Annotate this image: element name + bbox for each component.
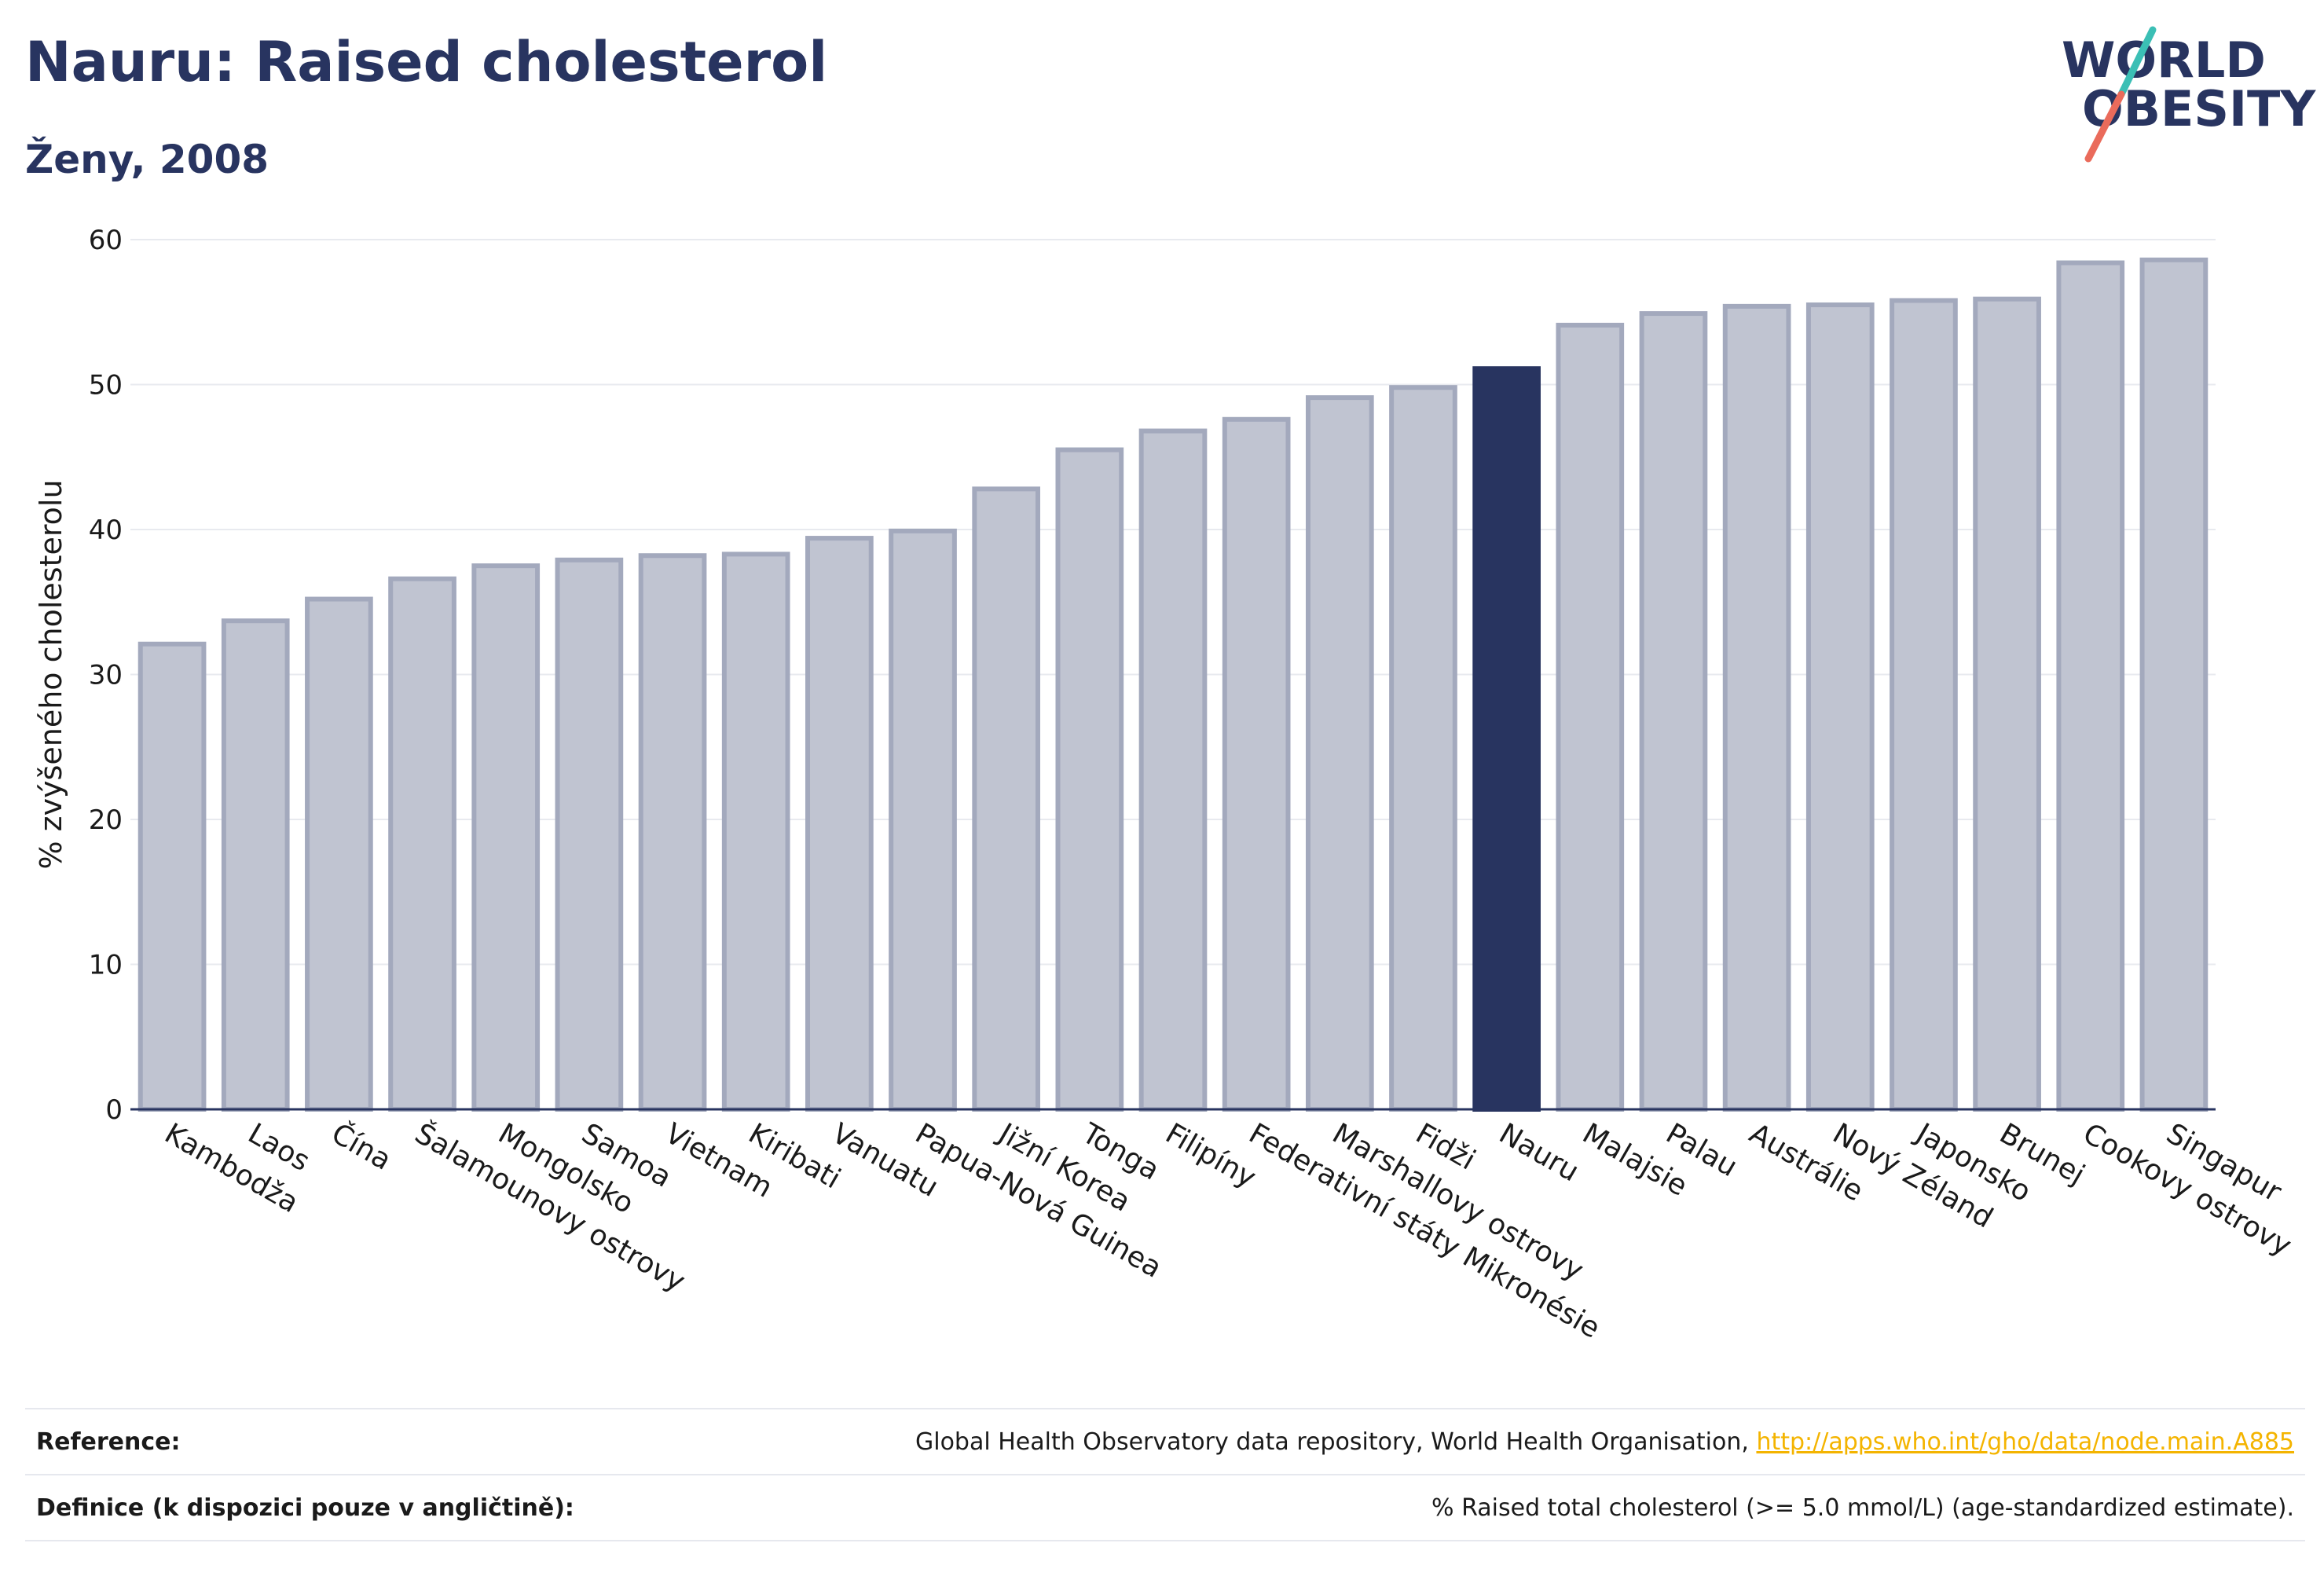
bars bbox=[137, 257, 2209, 1112]
reference-text: Global Health Observatory data repositor… bbox=[915, 1428, 1749, 1456]
reference-label: Reference: bbox=[36, 1428, 181, 1456]
logo-text-world: WORLD bbox=[2062, 31, 2266, 89]
logo-slash-teal bbox=[2117, 26, 2157, 98]
bar bbox=[137, 641, 207, 1112]
x-tick-label: Čína bbox=[326, 1116, 397, 1176]
reference-link[interactable]: http://apps.who.int/gho/data/node.main.A… bbox=[1756, 1428, 2294, 1456]
definition-label: Definice (k dispozici pouze v angličtině… bbox=[36, 1494, 574, 1522]
bar bbox=[1222, 416, 1291, 1112]
bar bbox=[1973, 296, 2041, 1112]
y-tick-labels: 0 10 20 30 40 50 60 bbox=[89, 225, 123, 1126]
reference-row: Reference: Global Health Observatory dat… bbox=[25, 1408, 2305, 1474]
bar bbox=[889, 528, 957, 1112]
bar bbox=[2056, 260, 2125, 1112]
footer-table: Reference: Global Health Observatory dat… bbox=[25, 1408, 2305, 1541]
y-tick-label: 30 bbox=[89, 660, 123, 691]
y-tick-label: 50 bbox=[89, 370, 123, 401]
page-title: Nauru: Raised cholesterol bbox=[25, 30, 828, 94]
bar bbox=[1055, 447, 1124, 1112]
bar bbox=[221, 618, 290, 1112]
page-subtitle: Ženy, 2008 bbox=[25, 137, 269, 182]
x-tick-label: Nauru bbox=[1494, 1117, 1584, 1188]
bar bbox=[388, 576, 456, 1112]
definition-text: % Raised total cholesterol (>= 5.0 mmol/… bbox=[1431, 1494, 2294, 1522]
definition-row: Definice (k dispozici pouze v angličtině… bbox=[25, 1474, 2305, 1541]
bar bbox=[2139, 257, 2209, 1112]
bar-highlighted bbox=[1472, 366, 1541, 1112]
y-tick-label: 20 bbox=[89, 804, 123, 836]
y-tick-label: 10 bbox=[89, 950, 123, 981]
bar bbox=[721, 552, 790, 1112]
bar bbox=[638, 553, 707, 1112]
logo-slash-coral bbox=[2084, 90, 2125, 163]
y-tick-label: 0 bbox=[105, 1094, 123, 1126]
bar bbox=[972, 486, 1041, 1112]
reference-value: Global Health Observatory data repositor… bbox=[915, 1428, 2305, 1456]
bar bbox=[805, 536, 874, 1112]
bar bbox=[1639, 311, 1708, 1112]
bar bbox=[1890, 298, 1958, 1112]
world-obesity-logo: WORLD OBESITY bbox=[2062, 26, 2316, 163]
x-tick-label: Filipíny bbox=[1160, 1117, 1262, 1194]
bar bbox=[1722, 303, 1791, 1112]
y-tick-label: 40 bbox=[89, 515, 123, 546]
bar bbox=[555, 557, 624, 1112]
bar bbox=[1805, 302, 1875, 1112]
bar bbox=[305, 596, 373, 1112]
bar bbox=[1556, 322, 1625, 1112]
bar bbox=[1305, 395, 1374, 1112]
y-tick-label: 60 bbox=[89, 225, 123, 256]
bar bbox=[471, 563, 541, 1112]
y-axis-title: % zvýšeného cholesterolu bbox=[34, 479, 68, 869]
bar bbox=[1138, 428, 1208, 1112]
bar bbox=[1389, 385, 1457, 1112]
